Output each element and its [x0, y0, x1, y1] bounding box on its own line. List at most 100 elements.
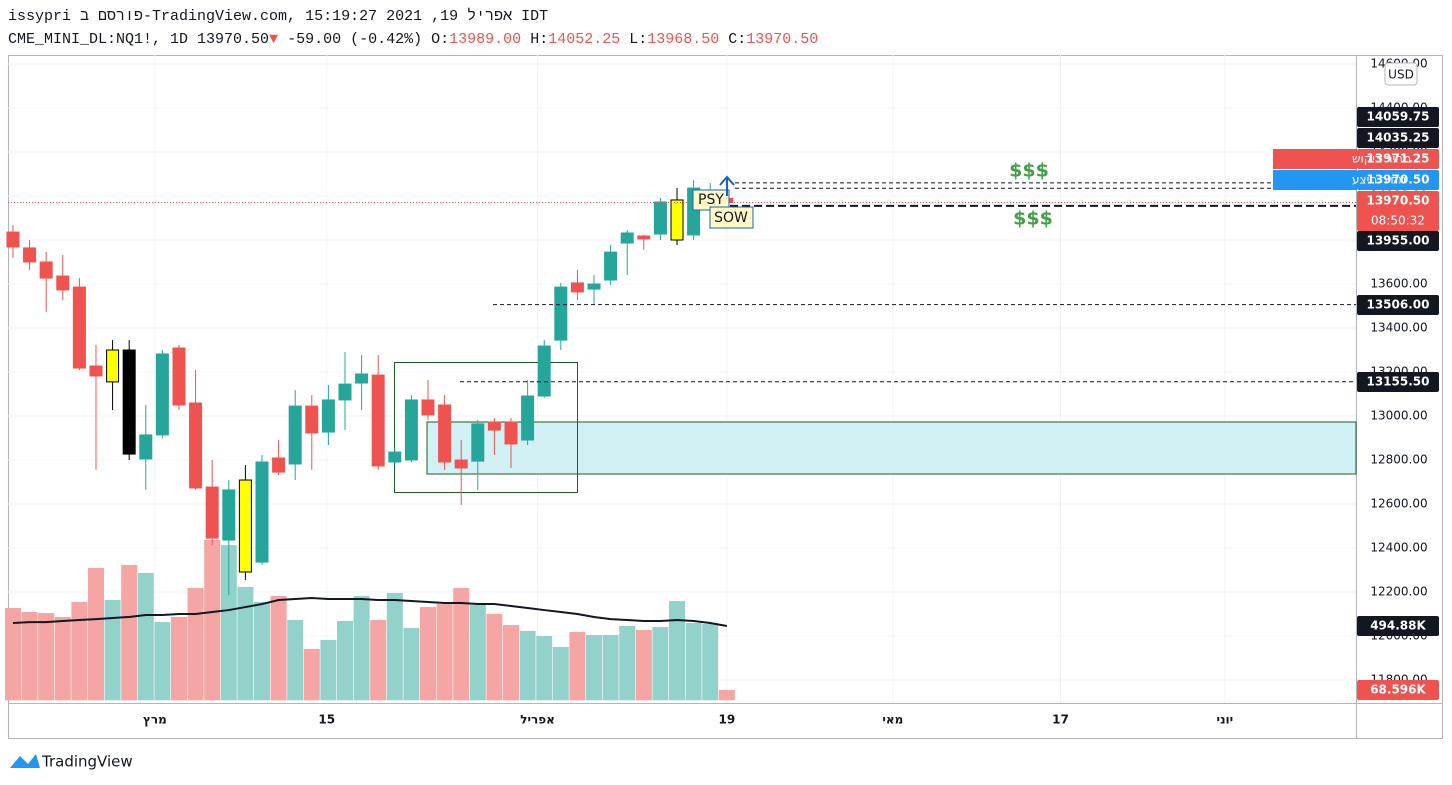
- candle-body: [288, 405, 302, 465]
- volume-bar: [187, 587, 204, 701]
- price-label: 13971.25: [1366, 152, 1429, 166]
- candle-body: [338, 383, 352, 401]
- volume-bar: [287, 619, 304, 701]
- volume-label-bg: [1357, 680, 1439, 701]
- candle-body: [620, 232, 634, 244]
- x-tick-label: 17: [1052, 713, 1069, 727]
- candle-body: [122, 349, 136, 455]
- y-tick-label: 12400.00: [1370, 541, 1427, 555]
- volume-bar: [87, 568, 104, 701]
- ohlc-label: H:: [530, 31, 549, 48]
- candle-body: [56, 275, 70, 291]
- volume-bar: [154, 622, 171, 701]
- volume-bar: [536, 636, 553, 701]
- ohlc-label: L:: [629, 31, 648, 48]
- volume-bar: [121, 565, 138, 701]
- ohlc-label: O:: [431, 31, 450, 48]
- candle-body: [255, 461, 269, 563]
- volume-bar: [137, 572, 154, 701]
- annotation: $$$: [1009, 160, 1049, 182]
- volume-bar: [386, 592, 403, 701]
- volume-bar: [54, 616, 71, 701]
- price-label: 13155.50: [1366, 375, 1429, 389]
- y-tick-label: 13600.00: [1370, 277, 1427, 291]
- candle-body: [604, 251, 618, 281]
- candle-body: [39, 261, 53, 279]
- candle-body: [89, 365, 103, 377]
- y-tick-label: 12600.00: [1370, 497, 1427, 511]
- price-label: 13506.00: [1366, 298, 1429, 312]
- volume-bar: [718, 690, 735, 701]
- volume-bar: [685, 622, 702, 701]
- volume-bar: [552, 646, 569, 701]
- y-tick-label: 12800.00: [1370, 453, 1427, 467]
- candle-body: [205, 486, 219, 539]
- demand-zone: [426, 421, 1357, 475]
- price-name-bg: [1273, 149, 1357, 169]
- label-box: [709, 206, 754, 229]
- price-label-bg: [1357, 149, 1439, 169]
- price-label-bg: [1357, 295, 1439, 315]
- arrow: [719, 175, 735, 196]
- volume: [4, 539, 735, 701]
- price-label: 13955.00: [1366, 234, 1429, 248]
- price-label-bg: [1357, 107, 1439, 127]
- volume-bar: [4, 607, 21, 701]
- ma-label-bg: [1357, 615, 1439, 636]
- axes: 14600.0014400.0014200.0014000.0013800.00…: [143, 56, 1439, 727]
- ohlc-value: 13968.50: [647, 31, 720, 48]
- price-label: 14059.75: [1366, 110, 1429, 124]
- ohlc: O:13989.00 H:14052.25 L:13968.50 C:13970…: [431, 31, 818, 48]
- candle-body: [421, 399, 435, 416]
- volume-bar: [370, 619, 387, 701]
- candle-body: [355, 373, 369, 384]
- volume-bar: [519, 630, 536, 701]
- candle-body: [487, 421, 501, 431]
- volume-bar: [170, 616, 187, 701]
- x-tick-label: 15: [318, 713, 335, 727]
- candle-body: [371, 374, 385, 467]
- volume-bar: [486, 613, 503, 701]
- annotation: PSY: [698, 192, 724, 208]
- volume-bar: [337, 621, 353, 701]
- candle-body: [404, 399, 418, 461]
- chart-frame: [8, 55, 1443, 739]
- annotation: $$$: [1013, 208, 1053, 230]
- candle-body: [653, 201, 667, 235]
- currency-button[interactable]: [1384, 62, 1418, 86]
- header-quote: CME_MINI_DL:NQ1!, 1D 13970.50▼ -59.00 (-…: [8, 31, 818, 48]
- price-label-bg: [1357, 191, 1439, 231]
- header-title: issypri פורסם ב-TradingView.com, אפריל 1…: [8, 8, 549, 25]
- candle-body: [637, 235, 651, 240]
- candle-body: [305, 405, 319, 434]
- currency[interactable]: USD: [1388, 68, 1414, 82]
- volume-bar: [38, 613, 55, 701]
- candle-body: [23, 247, 37, 263]
- volume-label: 68.596K: [1370, 683, 1426, 697]
- volume-bar: [303, 648, 320, 701]
- down-arrow: ▼: [269, 31, 279, 48]
- symbol: CME_MINI_DL:NQ1!, 1D: [8, 31, 189, 48]
- volume-bar: [71, 601, 88, 701]
- range-box: [394, 362, 578, 493]
- price-label-bg: [1357, 128, 1439, 148]
- candle-body: [172, 347, 186, 406]
- brand: TradingView: [41, 753, 133, 771]
- candle-body: [272, 457, 286, 473]
- x-tick-label: מאי: [882, 713, 903, 727]
- x-tick-label: אפריל: [520, 713, 555, 727]
- candles: [6, 179, 734, 596]
- volume-ma: [12, 597, 728, 627]
- price-label-bg: [1357, 372, 1439, 392]
- candle-body: [222, 489, 236, 541]
- candle-body: [471, 423, 485, 462]
- candle-body: [670, 199, 684, 241]
- candle-body: [321, 399, 335, 433]
- countdown: 08:50:32: [1371, 214, 1425, 228]
- volume-bar: [220, 545, 237, 701]
- x-tick-label: 19: [718, 713, 735, 727]
- candle-body: [139, 434, 153, 460]
- ohlc-value: 14052.25: [548, 31, 621, 48]
